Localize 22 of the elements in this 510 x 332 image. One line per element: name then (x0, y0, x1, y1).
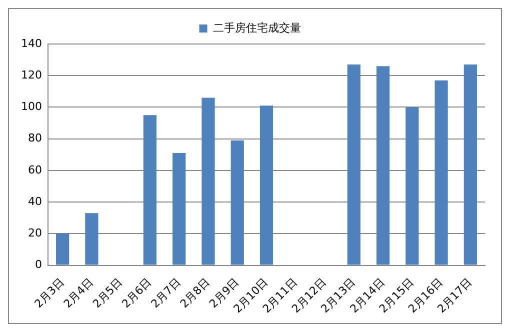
y-tick-label: 140 (20, 36, 42, 50)
y-tick-label: 60 (28, 163, 42, 176)
bar (172, 153, 186, 265)
y-tick-label: 40 (28, 194, 42, 208)
legend-label: 二手房住宅成交量 (212, 21, 301, 34)
bar (56, 234, 70, 265)
y-tick-label: 0 (34, 258, 42, 272)
y-tick-label: 120 (20, 68, 42, 82)
y-tick-label: 20 (28, 226, 42, 240)
bar (230, 140, 244, 265)
bar (406, 107, 419, 265)
y-tick-label: 80 (28, 132, 42, 145)
bar (143, 115, 157, 265)
bar (464, 64, 477, 265)
bar (85, 213, 98, 265)
bar (434, 80, 448, 265)
bar (202, 98, 215, 265)
chart-frame: 二手房住宅成交量 2月3日 2月4日 2月5日 2月6日 2月7日 2月8日 2月9日 2月10日 2月11日 2月12日 2月13日 2月14日 2月15日 2月16日 2月17日 0 20 40 60 80 100 120 140 (8, 8, 502, 324)
bar (260, 106, 274, 265)
bar (347, 64, 360, 265)
y-tick-label: 100 (20, 100, 42, 114)
bar (376, 66, 390, 265)
